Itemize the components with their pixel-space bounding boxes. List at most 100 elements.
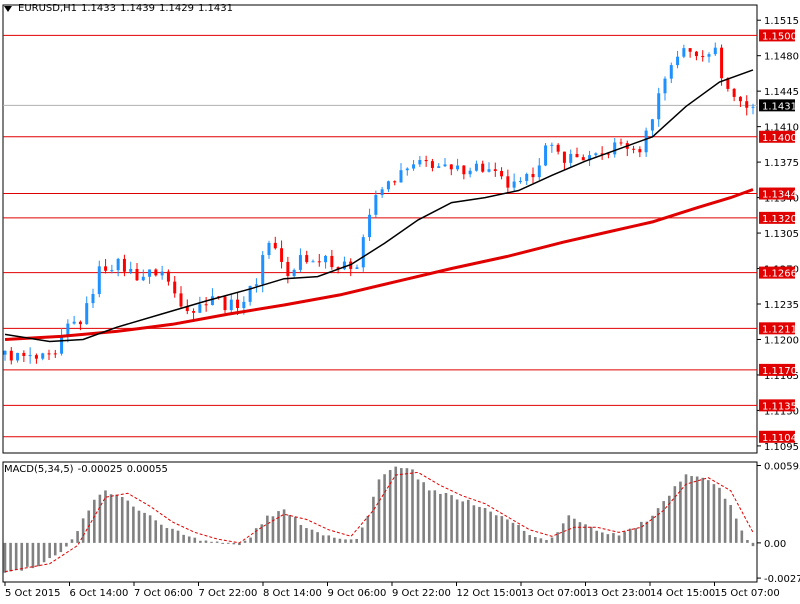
macd-bar bbox=[612, 533, 615, 543]
candle-body bbox=[53, 353, 57, 355]
macd-bar bbox=[528, 535, 532, 543]
price-header: EURUSD,H1 1.1433 1.1439 1.1429 1.1431 bbox=[4, 3, 233, 14]
macd-bar bbox=[37, 542, 40, 567]
candle-body bbox=[361, 237, 365, 268]
macd-bar bbox=[472, 505, 476, 543]
candle-body bbox=[418, 160, 422, 165]
level-label: 1.1104 bbox=[762, 433, 797, 444]
candle-body bbox=[713, 47, 717, 55]
price-tick-label: 1.1375 bbox=[764, 158, 799, 169]
time-label: 7 Oct 22:00 bbox=[199, 588, 258, 599]
macd-bar bbox=[634, 528, 638, 543]
candle-body bbox=[562, 151, 566, 163]
macd-bar bbox=[321, 535, 325, 543]
candle-body bbox=[135, 268, 139, 281]
macd-bar bbox=[718, 487, 721, 543]
macd-bar bbox=[126, 500, 130, 543]
candle-body bbox=[399, 170, 403, 183]
candle-body bbox=[632, 148, 636, 150]
macd-bar bbox=[271, 516, 275, 543]
macd-bar bbox=[489, 511, 492, 543]
macd-bar bbox=[120, 497, 124, 543]
candle-body bbox=[104, 266, 108, 271]
macd-bar bbox=[305, 528, 308, 543]
macd-bar bbox=[550, 537, 554, 543]
candle-body bbox=[110, 270, 114, 272]
candle-body bbox=[85, 303, 89, 325]
level-label: 1.1500 bbox=[762, 31, 797, 42]
macd-bar bbox=[656, 508, 660, 543]
time-label: 14 Oct 15:00 bbox=[650, 588, 715, 599]
macd-bar bbox=[143, 512, 146, 543]
candle-body bbox=[537, 165, 541, 178]
dropdown-triangle-icon[interactable] bbox=[4, 5, 12, 12]
candle-body bbox=[254, 284, 258, 286]
candle-body bbox=[286, 261, 290, 276]
macd-bar bbox=[684, 474, 688, 543]
candle-body bbox=[342, 261, 346, 270]
candle-body bbox=[248, 285, 252, 302]
macd-bar bbox=[238, 542, 241, 546]
macd-bar bbox=[254, 528, 258, 543]
macd-bar bbox=[165, 528, 169, 543]
candle-body bbox=[638, 149, 642, 153]
candle-body bbox=[676, 56, 680, 66]
macd-bar bbox=[478, 506, 481, 543]
macd-bar bbox=[427, 490, 431, 543]
candle-body bbox=[355, 267, 359, 269]
candle-body bbox=[738, 96, 742, 102]
macd-bar bbox=[494, 515, 498, 543]
macd-bar bbox=[628, 528, 632, 543]
macd-bar bbox=[9, 542, 12, 572]
macd-bar bbox=[333, 537, 336, 543]
macd-bar bbox=[679, 481, 682, 543]
level-label: 1.1211 bbox=[762, 324, 797, 335]
macd-main-value: -0.00025 bbox=[77, 464, 123, 475]
macd-bar bbox=[299, 524, 303, 543]
macd-bar bbox=[3, 542, 7, 573]
macd-bar bbox=[137, 510, 141, 543]
candle-body bbox=[512, 181, 516, 188]
level-label-box bbox=[759, 266, 795, 279]
macd-bar bbox=[338, 538, 342, 543]
level-label-box bbox=[759, 211, 795, 224]
candle-body bbox=[122, 258, 126, 272]
candle-body bbox=[550, 144, 554, 146]
candle-body bbox=[223, 296, 227, 311]
candle-body bbox=[173, 281, 177, 294]
macd-bar bbox=[450, 495, 453, 543]
macd-bar bbox=[394, 466, 398, 543]
macd-bar bbox=[500, 516, 504, 543]
macd-bar bbox=[176, 530, 180, 543]
candle-body bbox=[22, 352, 26, 356]
macd-signal-line bbox=[4, 471, 754, 573]
macd-bar bbox=[81, 518, 85, 543]
macd-bar bbox=[98, 494, 102, 543]
candle-body bbox=[468, 170, 472, 175]
candle-body bbox=[185, 306, 189, 312]
level-label: 1.1135 bbox=[762, 401, 797, 412]
candle-body bbox=[657, 93, 661, 120]
main-plot-frame bbox=[2, 4, 758, 454]
level-label-box bbox=[759, 187, 795, 200]
candle-body bbox=[412, 164, 416, 169]
macd-bar bbox=[617, 535, 621, 543]
level-label: 1.1266 bbox=[762, 269, 797, 280]
candle-body bbox=[575, 153, 579, 158]
price-tick-label: 1.1235 bbox=[764, 300, 799, 311]
candle-body bbox=[594, 153, 598, 156]
candle-body bbox=[688, 48, 692, 52]
macd-bar bbox=[645, 521, 649, 543]
macd-bar bbox=[109, 494, 113, 543]
macd-bar bbox=[355, 538, 358, 543]
macd-bar bbox=[483, 507, 487, 543]
candle-body bbox=[650, 119, 654, 131]
high-value: 1.1439 bbox=[120, 3, 156, 14]
candle-body bbox=[60, 335, 64, 354]
macd-bar bbox=[199, 540, 202, 543]
macd-bar bbox=[545, 539, 548, 543]
candle-body bbox=[179, 293, 183, 307]
time-label: 12 Oct 15:00 bbox=[457, 588, 522, 599]
candle-body bbox=[3, 350, 7, 355]
macd-bar bbox=[411, 469, 414, 543]
